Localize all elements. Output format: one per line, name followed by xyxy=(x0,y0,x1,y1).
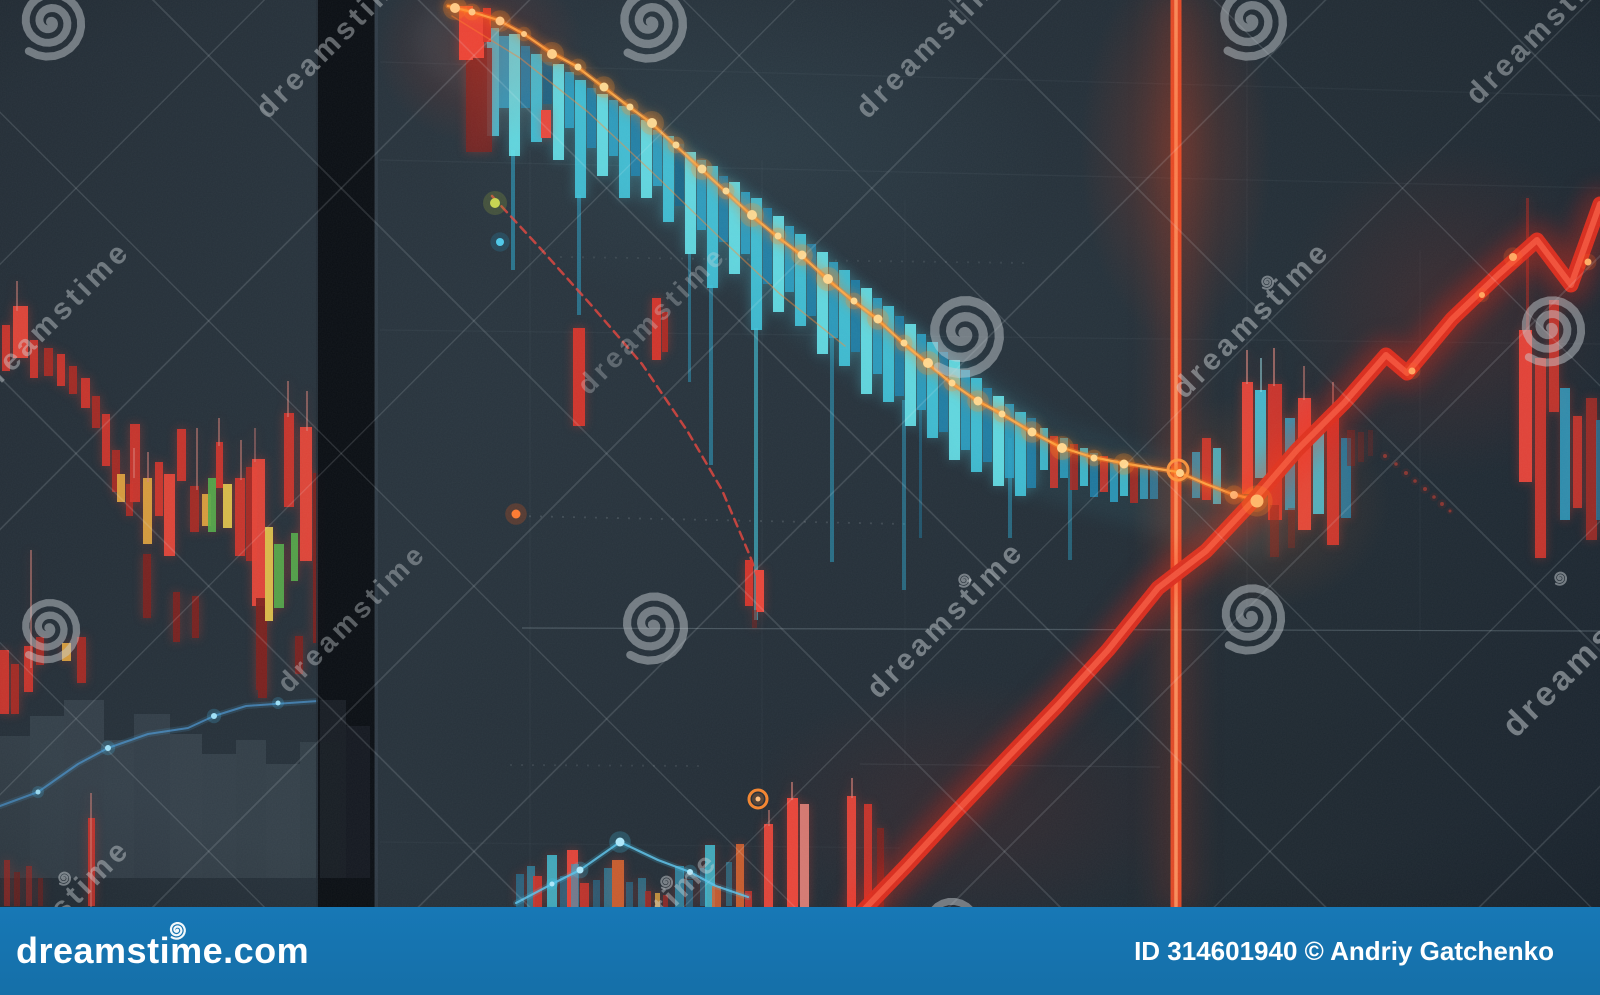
image-credit: ID 314601940 © Andriy Gatchenko xyxy=(1134,935,1554,966)
dreamstime-logo-spiral-icon xyxy=(169,922,186,940)
dreamstime-logo: dreamstime.com xyxy=(16,922,310,972)
watermark-footer-bar: dreamstime.com ID 314601940 © Andriy Gat… xyxy=(0,907,1600,995)
logo-spiral-path xyxy=(169,922,186,940)
film-grain-overlay xyxy=(0,0,1600,907)
dreamstime-logo-text: dreamstime.com xyxy=(16,930,310,971)
